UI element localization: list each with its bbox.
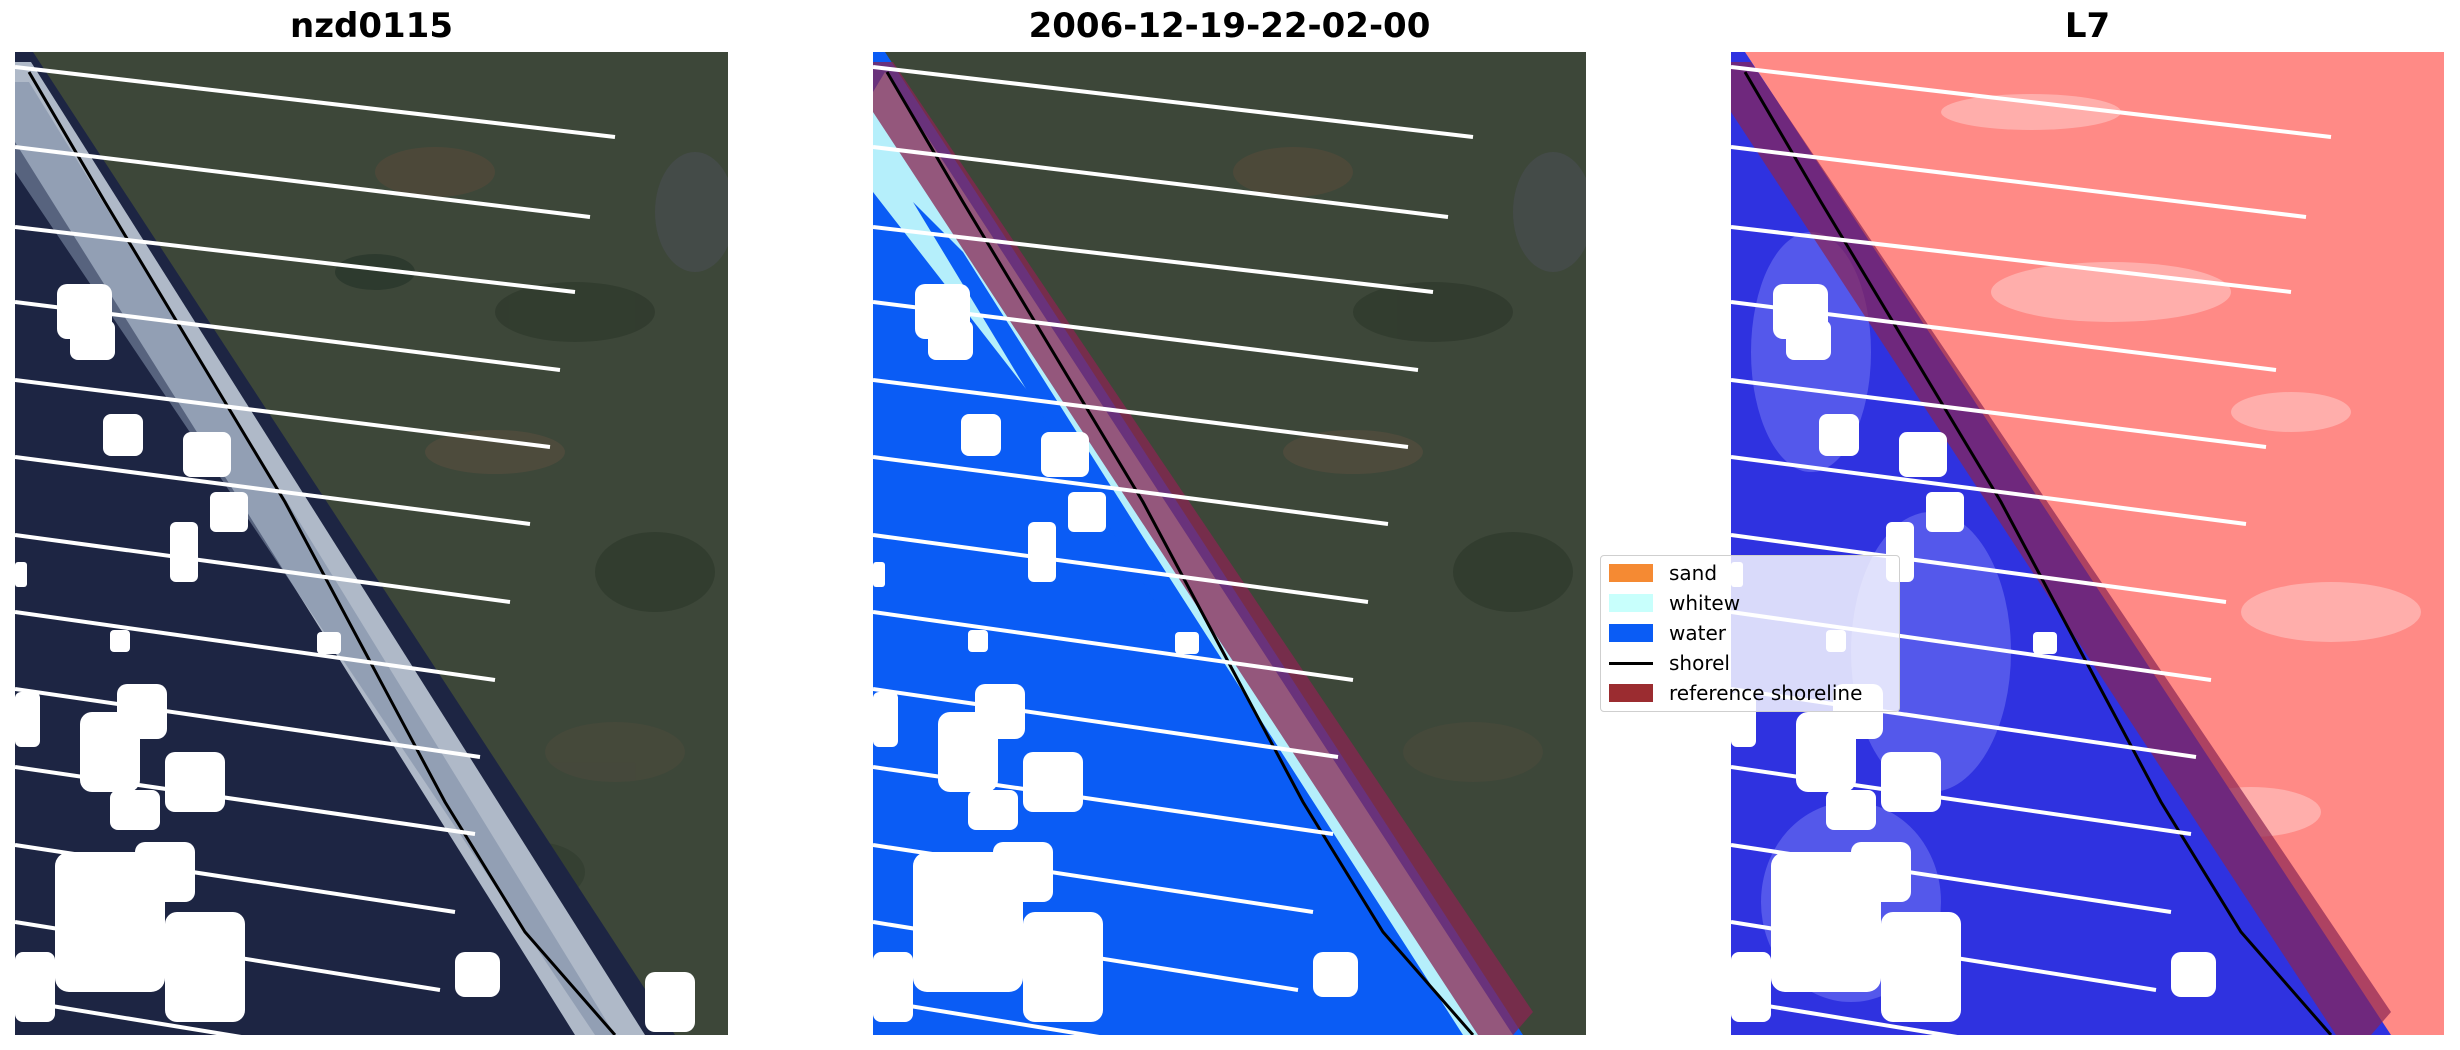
- legend-item-sand: sand: [1609, 559, 1717, 587]
- sand-swatch: [1609, 564, 1653, 582]
- legend-item-whitewater: whitew: [1609, 589, 1740, 617]
- legend-item-shoreline: shorel: [1609, 649, 1730, 677]
- index-image-panel: [1731, 52, 2444, 1035]
- rgb-satellite-image: [15, 52, 728, 1035]
- classified-image-panel: [873, 52, 1586, 1035]
- panel-title-index: L7: [2064, 6, 2111, 46]
- legend-label-shoreline: shorel: [1669, 651, 1730, 675]
- shoreline-line-swatch: [1609, 661, 1653, 665]
- panel-title-rgb: nzd0115: [290, 6, 453, 46]
- legend-label-whitewater: whitew: [1669, 591, 1741, 615]
- legend-label-sand: sand: [1669, 561, 1718, 585]
- reference-shoreline-swatch: [1609, 684, 1653, 702]
- legend-label-water: water: [1669, 621, 1726, 645]
- legend-item-reference-shoreline: reference shoreline: [1609, 679, 1862, 707]
- legend-label-reference-shoreline: reference shoreline: [1669, 681, 1863, 705]
- legend-item-water: water: [1609, 619, 1726, 647]
- index-image: [1731, 52, 2444, 1035]
- whitewater-swatch: [1609, 594, 1653, 612]
- legend: sand whitew water shorel reference shore…: [1600, 555, 1900, 712]
- classified-image: [873, 52, 1586, 1035]
- water-swatch: [1609, 624, 1653, 642]
- rgb-image-panel: [15, 52, 728, 1035]
- panel-title-classified: 2006-12-19-22-02-00: [1028, 6, 1431, 46]
